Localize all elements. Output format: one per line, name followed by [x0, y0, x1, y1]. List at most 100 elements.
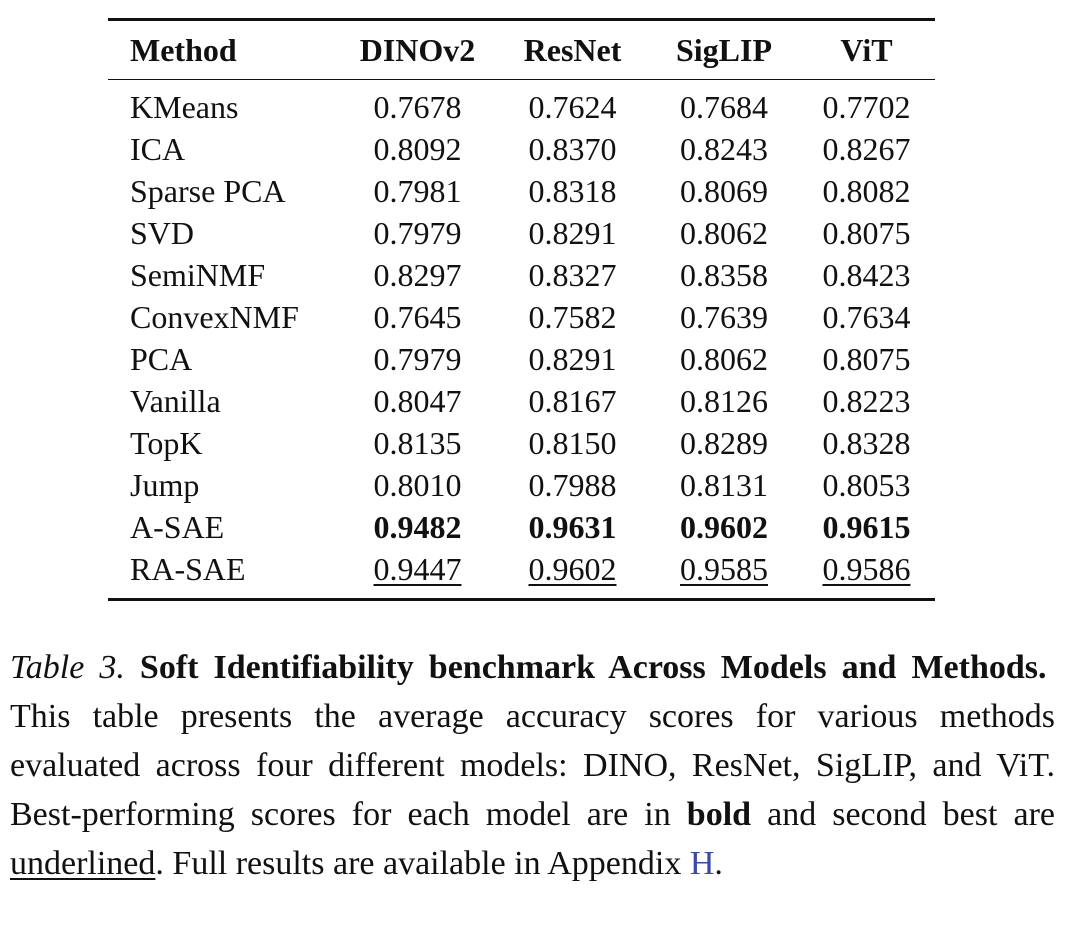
- table-row: Sparse PCA 0.7981 0.8318 0.8069 0.8082: [108, 170, 935, 212]
- method-name: Sparse PCA: [108, 170, 340, 212]
- method-name: A-SAE: [108, 506, 340, 548]
- method-text: SVD: [130, 215, 195, 251]
- score-cell: 0.8126: [650, 380, 798, 422]
- score-cell: 0.8289: [650, 422, 798, 464]
- score-cell: 0.8291: [495, 212, 650, 254]
- score-text: 0.8092: [373, 131, 462, 167]
- method-text: ConvexNMF: [130, 299, 299, 335]
- method-text: Vanilla: [130, 383, 221, 419]
- score-cell: 0.9585: [650, 548, 798, 600]
- score-text: 0.8267: [822, 131, 911, 167]
- method-name: Jump: [108, 464, 340, 506]
- score-cell: 0.8223: [798, 380, 935, 422]
- score-text: 0.8062: [680, 341, 768, 377]
- score-cell: 0.8075: [798, 338, 935, 380]
- score-text: 0.7988: [528, 467, 617, 503]
- score-text: 0.8291: [528, 215, 617, 251]
- score-text: 0.7678: [373, 89, 462, 125]
- score-cell: 0.8328: [798, 422, 935, 464]
- score-text: 0.7634: [822, 299, 911, 335]
- score-text: 0.8243: [680, 131, 768, 167]
- method-name: TopK: [108, 422, 340, 464]
- score-cell: 0.8069: [650, 170, 798, 212]
- score-cell: 0.7645: [340, 296, 495, 338]
- score-cell: 0.8082: [798, 170, 935, 212]
- score-text: 0.7624: [528, 89, 617, 125]
- caption-text: and second best are: [751, 796, 1055, 833]
- score-text: 0.8053: [822, 467, 911, 503]
- score-text: 0.8358: [680, 257, 768, 293]
- score-cell: 0.8092: [340, 128, 495, 170]
- header-row: Method DINOv2 ResNet SigLIP ViT: [108, 19, 935, 80]
- score-text: 0.8135: [373, 425, 462, 461]
- caption-text: This table presents the average accuracy…: [10, 698, 1055, 833]
- score-cell: 0.8135: [340, 422, 495, 464]
- column-header: Method: [108, 19, 340, 80]
- appendix-link[interactable]: H: [689, 845, 715, 882]
- method-name: RA-SAE: [108, 548, 340, 600]
- table-row: ICA 0.8092 0.8370 0.8243 0.8267: [108, 128, 935, 170]
- table-row: ConvexNMF 0.7645 0.7582 0.7639 0.7634: [108, 296, 935, 338]
- method-text: SemiNMF: [130, 257, 266, 293]
- table-row: TopK 0.8135 0.8150 0.8289 0.8328: [108, 422, 935, 464]
- table-row: KMeans 0.7678 0.7624 0.7684 0.7702: [108, 80, 935, 129]
- column-header: ViT: [798, 19, 935, 80]
- score-text: 0.9602: [528, 551, 617, 587]
- caption-text: . Full results are avail­able in Appendi…: [155, 845, 690, 882]
- caption-title: Soft Identifiability benchmark Across Mo…: [139, 649, 1047, 686]
- score-text: 0.8289: [680, 425, 768, 461]
- score-cell: 0.9631: [495, 506, 650, 548]
- score-cell: 0.8267: [798, 128, 935, 170]
- score-cell: 0.8150: [495, 422, 650, 464]
- score-cell: 0.8318: [495, 170, 650, 212]
- column-header: SigLIP: [650, 19, 798, 80]
- method-name: SVD: [108, 212, 340, 254]
- score-text: 0.9585: [680, 551, 768, 587]
- score-cell: 0.8062: [650, 338, 798, 380]
- score-text: 0.9631: [528, 509, 617, 545]
- score-cell: 0.8423: [798, 254, 935, 296]
- results-table: Method DINOv2 ResNet SigLIP ViT KMeans 0.7678…: [108, 18, 935, 601]
- table-row: Vanilla 0.8047 0.8167 0.8126 0.8223: [108, 380, 935, 422]
- table-row: A-SAE 0.9482 0.9631 0.9602 0.9615: [108, 506, 935, 548]
- score-cell: 0.8167: [495, 380, 650, 422]
- table-row: Jump 0.8010 0.7988 0.8131 0.8053: [108, 464, 935, 506]
- score-text: 0.8047: [373, 383, 462, 419]
- score-text: 0.7979: [373, 215, 462, 251]
- score-cell: 0.9447: [340, 548, 495, 600]
- caption: Table 3. Soft Identifiability benchmark …: [10, 643, 1055, 888]
- score-text: 0.8010: [373, 467, 462, 503]
- score-text: 0.8069: [680, 173, 768, 209]
- score-cell: 0.8327: [495, 254, 650, 296]
- score-text: 0.9447: [373, 551, 462, 587]
- score-cell: 0.7582: [495, 296, 650, 338]
- score-cell: 0.8053: [798, 464, 935, 506]
- method-name: PCA: [108, 338, 340, 380]
- score-text: 0.7979: [373, 341, 462, 377]
- score-text: 0.8223: [822, 383, 911, 419]
- score-cell: 0.7678: [340, 80, 495, 129]
- score-cell: 0.8010: [340, 464, 495, 506]
- caption-text: .: [714, 845, 723, 882]
- score-text: 0.8062: [680, 215, 768, 251]
- score-cell: 0.8358: [650, 254, 798, 296]
- score-cell: 0.8075: [798, 212, 935, 254]
- score-text: 0.7702: [822, 89, 911, 125]
- score-text: 0.8291: [528, 341, 617, 377]
- score-cell: 0.7684: [650, 80, 798, 129]
- score-text: 0.8423: [822, 257, 911, 293]
- score-cell: 0.8297: [340, 254, 495, 296]
- table-row: RA-SAE 0.9447 0.9602 0.9585 0.9586: [108, 548, 935, 600]
- score-text: 0.8318: [528, 173, 617, 209]
- table-row: SVD 0.7979 0.8291 0.8062 0.8075: [108, 212, 935, 254]
- score-cell: 0.9602: [650, 506, 798, 548]
- score-cell: 0.7979: [340, 212, 495, 254]
- method-text: KMeans: [130, 89, 239, 125]
- score-text: 0.8370: [528, 131, 617, 167]
- score-text: 0.8297: [373, 257, 462, 293]
- method-name: ICA: [108, 128, 340, 170]
- score-cell: 0.7988: [495, 464, 650, 506]
- method-name: ConvexNMF: [108, 296, 340, 338]
- score-text: 0.7684: [680, 89, 768, 125]
